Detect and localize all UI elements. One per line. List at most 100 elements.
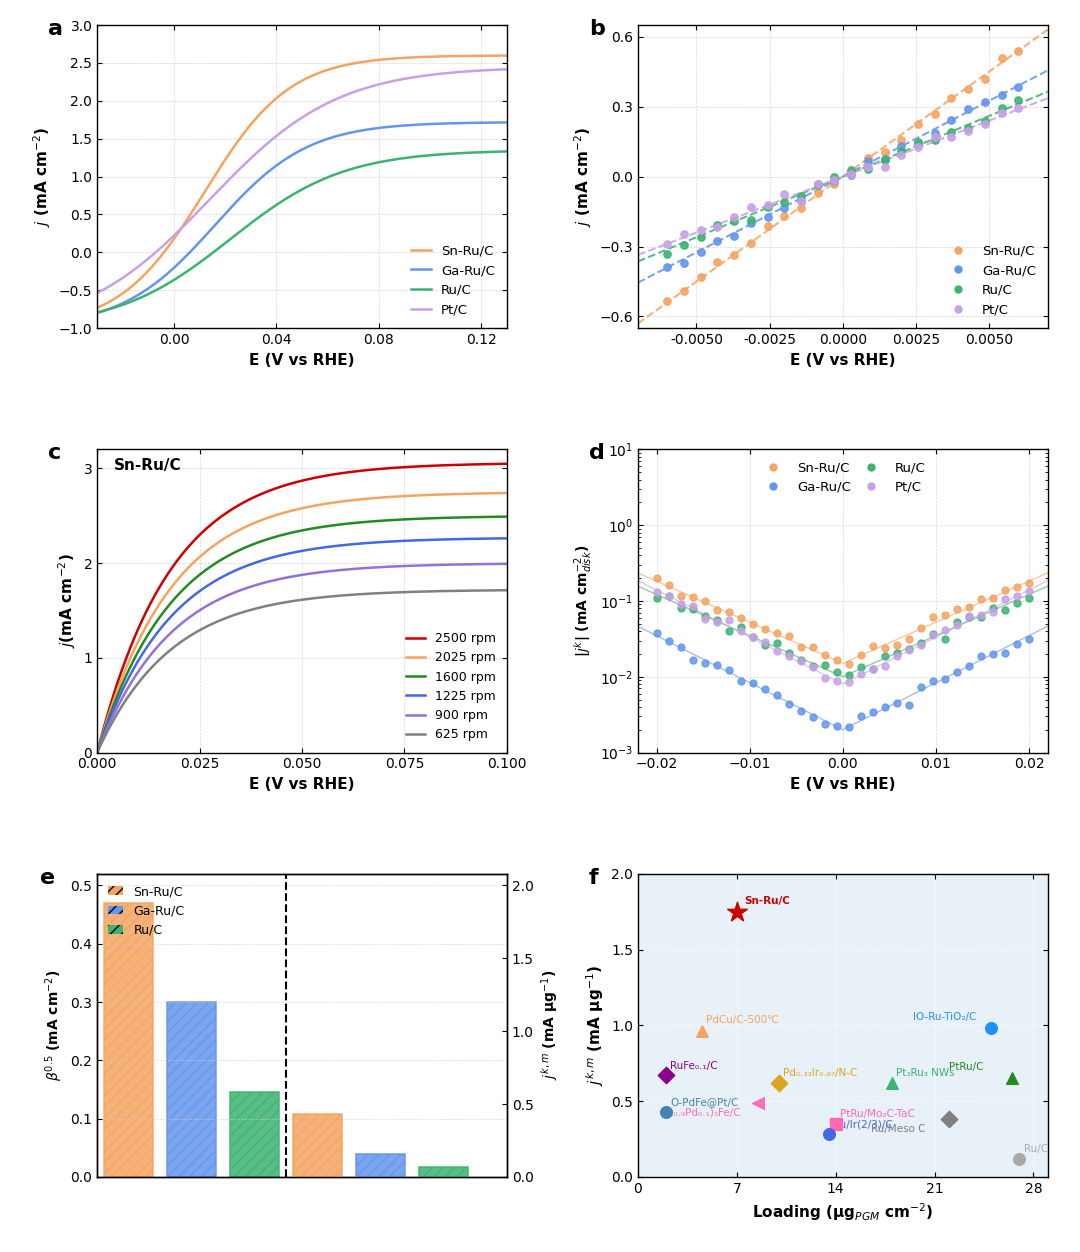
Pt/C xyxy=(276,124,289,139)
Y-axis label: $\beta^{0.5}$ (mA cm$^{-2}$): $\beta^{0.5}$ (mA cm$^{-2}$) xyxy=(43,969,65,1082)
Ga-Ru/C xyxy=(364,121,377,136)
Line: Ru/C: Ru/C xyxy=(97,151,507,313)
Ru/C xyxy=(939,632,951,647)
900 rpm xyxy=(364,560,377,575)
Ga-Ru/C xyxy=(974,649,987,664)
Point xyxy=(926,104,943,124)
Pt/C xyxy=(974,607,987,622)
Point xyxy=(820,1124,837,1144)
Ga-Ru/C xyxy=(903,697,916,712)
Pt/C xyxy=(807,659,820,674)
Ru/C xyxy=(746,629,759,644)
Sn-Ru/C xyxy=(1011,580,1024,595)
Ru/C xyxy=(794,652,807,667)
Sn-Ru/C xyxy=(686,590,699,605)
Ru/C xyxy=(782,645,795,660)
1225 rpm xyxy=(400,533,413,548)
Point xyxy=(909,134,927,154)
Point xyxy=(976,111,994,131)
625 rpm xyxy=(197,621,210,636)
Sn-Ru/C xyxy=(782,629,795,644)
Ru/C xyxy=(819,657,832,672)
Ga-Ru/C xyxy=(927,674,940,689)
Ru/C xyxy=(364,156,377,172)
625 rpm xyxy=(276,595,289,610)
Point xyxy=(759,215,777,235)
Y-axis label: |$j^k$| (mA cm$^{-2}_{disk}$): |$j^k$| (mA cm$^{-2}_{disk}$) xyxy=(572,545,594,657)
Point xyxy=(708,232,726,252)
Ga-Ru/C xyxy=(734,674,747,689)
Pt/C xyxy=(650,585,663,600)
Ga-Ru/C xyxy=(400,118,413,133)
Y-axis label: $j$ (mA cm$^{-2}$): $j$ (mA cm$^{-2}$) xyxy=(31,126,53,227)
Pt/C xyxy=(1011,588,1024,603)
Ga-Ru/C xyxy=(999,646,1012,661)
Point xyxy=(793,190,810,210)
Point xyxy=(658,1102,675,1122)
Ru/C xyxy=(854,660,867,675)
Point xyxy=(943,126,960,146)
Bar xyxy=(356,1154,405,1177)
Ru/C xyxy=(842,667,855,682)
Ru/C xyxy=(770,636,783,651)
Point xyxy=(759,195,777,215)
Sn-Ru/C xyxy=(999,582,1012,597)
Pt/C xyxy=(364,79,377,94)
Text: e: e xyxy=(40,868,55,888)
Ga-Ru/C xyxy=(866,705,879,720)
Point xyxy=(742,233,759,253)
Point xyxy=(993,103,1010,123)
Ga-Ru/C xyxy=(686,652,699,667)
Point xyxy=(976,114,994,134)
Ru/C xyxy=(333,165,346,180)
Point xyxy=(842,165,860,185)
2500 rpm xyxy=(333,466,346,481)
Point xyxy=(876,149,893,169)
Ru/C xyxy=(711,612,724,627)
Ga-Ru/C xyxy=(939,671,951,686)
2025 rpm xyxy=(197,547,210,562)
Ru/C xyxy=(734,620,747,635)
Ga-Ru/C xyxy=(197,232,210,247)
Point xyxy=(759,208,777,228)
Bar xyxy=(419,1167,469,1177)
Pt/C xyxy=(878,659,891,674)
Text: c: c xyxy=(48,443,62,463)
Point xyxy=(658,1065,675,1085)
Point xyxy=(993,85,1010,105)
Pt/C xyxy=(962,608,975,623)
Ga-Ru/C xyxy=(1011,636,1024,651)
X-axis label: Loading (μg$_{PGM}$ cm$^{-2}$): Loading (μg$_{PGM}$ cm$^{-2}$) xyxy=(752,1202,933,1223)
Point xyxy=(909,114,927,134)
Y-axis label: $j$(mA cm$^{-2}$): $j$(mA cm$^{-2}$) xyxy=(56,553,78,649)
Line: Sn-Ru/C: Sn-Ru/C xyxy=(97,55,507,308)
Pt/C xyxy=(197,199,210,214)
Line: Pt/C: Pt/C xyxy=(653,587,1032,686)
Ga-Ru/C xyxy=(950,665,963,680)
Ga-Ru/C xyxy=(782,696,795,711)
900 rpm xyxy=(500,556,513,571)
Ru/C xyxy=(662,588,675,603)
Point xyxy=(893,145,910,165)
Ga-Ru/C xyxy=(500,115,513,130)
1600 rpm xyxy=(91,745,104,760)
Ru/C xyxy=(807,659,820,674)
Bar xyxy=(167,1002,216,1177)
Sn-Ru/C xyxy=(746,616,759,631)
Line: 1225 rpm: 1225 rpm xyxy=(97,538,507,752)
Point xyxy=(860,151,877,172)
Ru/C xyxy=(758,637,771,652)
Ru/C xyxy=(723,623,735,639)
Text: d: d xyxy=(589,443,605,463)
Point xyxy=(940,1109,957,1129)
1225 rpm xyxy=(364,536,377,551)
2025 rpm xyxy=(163,582,176,597)
Point xyxy=(842,164,860,184)
Ga-Ru/C xyxy=(1023,631,1036,646)
Ga-Ru/C xyxy=(698,655,711,670)
Ru/C xyxy=(950,615,963,630)
Sn-Ru/C xyxy=(163,238,176,253)
Point xyxy=(959,118,976,138)
Sn-Ru/C xyxy=(890,637,903,652)
Pt/C xyxy=(927,627,940,642)
